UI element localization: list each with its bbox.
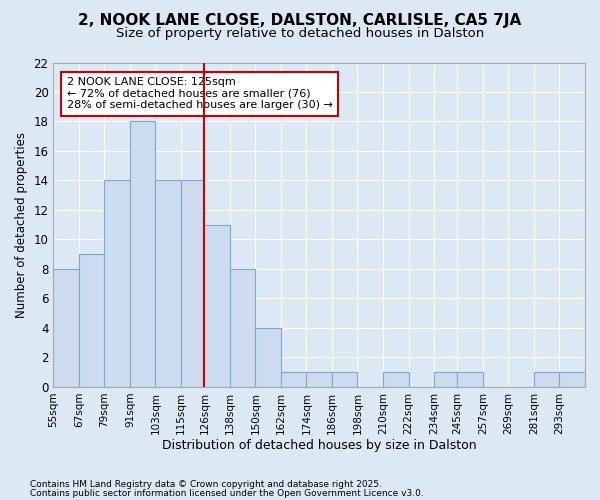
Bar xyxy=(457,372,483,387)
Bar xyxy=(155,180,181,387)
Bar xyxy=(205,224,230,387)
Bar xyxy=(307,372,332,387)
Text: Size of property relative to detached houses in Dalston: Size of property relative to detached ho… xyxy=(116,28,484,40)
Bar xyxy=(332,372,358,387)
X-axis label: Distribution of detached houses by size in Dalston: Distribution of detached houses by size … xyxy=(162,440,476,452)
Bar xyxy=(181,180,205,387)
Y-axis label: Number of detached properties: Number of detached properties xyxy=(15,132,28,318)
Bar xyxy=(79,254,104,387)
Bar xyxy=(281,372,307,387)
Bar xyxy=(534,372,559,387)
Text: Contains public sector information licensed under the Open Government Licence v3: Contains public sector information licen… xyxy=(30,488,424,498)
Text: 2 NOOK LANE CLOSE: 125sqm
← 72% of detached houses are smaller (76)
28% of semi-: 2 NOOK LANE CLOSE: 125sqm ← 72% of detac… xyxy=(67,77,332,110)
Text: Contains HM Land Registry data © Crown copyright and database right 2025.: Contains HM Land Registry data © Crown c… xyxy=(30,480,382,489)
Bar xyxy=(130,122,155,387)
Bar xyxy=(559,372,585,387)
Bar xyxy=(434,372,457,387)
Text: 2, NOOK LANE CLOSE, DALSTON, CARLISLE, CA5 7JA: 2, NOOK LANE CLOSE, DALSTON, CARLISLE, C… xyxy=(79,12,521,28)
Bar xyxy=(53,269,79,387)
Bar xyxy=(104,180,130,387)
Bar xyxy=(230,269,256,387)
Bar xyxy=(256,328,281,387)
Bar xyxy=(383,372,409,387)
